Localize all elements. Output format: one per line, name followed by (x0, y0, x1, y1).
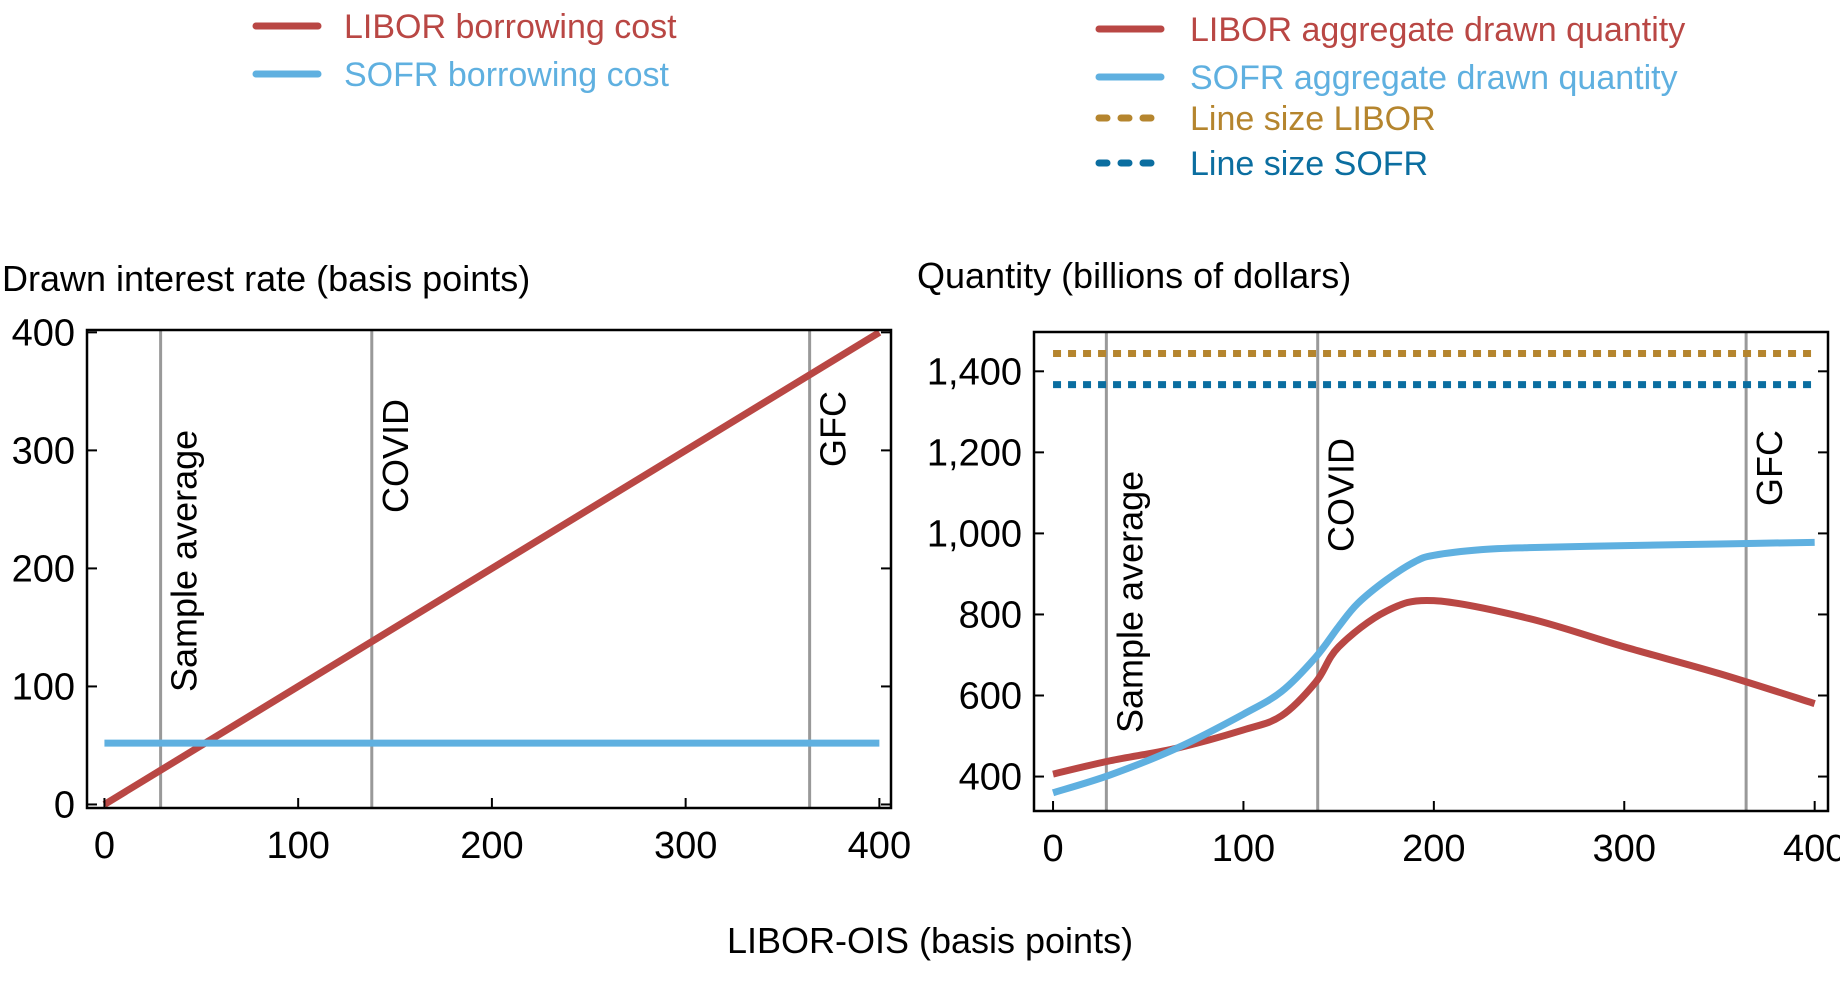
y-tick-label: 200 (12, 548, 75, 590)
x-tick-label: 0 (94, 825, 115, 867)
legend-label: LIBOR borrowing cost (344, 8, 677, 46)
event-label: Sample average (1109, 471, 1150, 733)
legend-label: Line size SOFR (1190, 145, 1428, 183)
left-chart-title: Drawn interest rate (basis points) (2, 258, 530, 299)
shared-x-axis-label: LIBOR-OIS (basis points) (727, 920, 1133, 961)
x-tick-label: 400 (848, 825, 911, 867)
y-tick-label: 800 (959, 594, 1022, 636)
x-tick-label: 0 (1042, 828, 1063, 870)
series-line (102, 329, 882, 808)
y-tick-label: 0 (54, 784, 75, 826)
y-tick-label: 400 (12, 312, 75, 354)
y-tick-label: 1,200 (927, 432, 1022, 474)
right-chart-title: Quantity (billions of dollars) (917, 255, 1351, 296)
right-chart: Sample average COVID GFC 0 100 200 300 400 400 60… (927, 330, 1840, 870)
legend-label: Line size LIBOR (1190, 100, 1436, 138)
event-label: COVID (1321, 438, 1362, 552)
x-tick-label: 100 (1212, 828, 1275, 870)
event-label: GFC (1749, 430, 1790, 506)
x-tick-label: 300 (1593, 828, 1656, 870)
left-chart: Sample average COVID GFC 0 100 200 300 400 0 100 2… (12, 312, 911, 867)
event-label: Sample average (164, 430, 205, 692)
y-tick-label: 300 (12, 430, 75, 472)
y-tick-label: 600 (959, 676, 1022, 718)
y-tick-label: 1,400 (927, 351, 1022, 393)
series-line (1051, 538, 1815, 797)
y-tick-label: 1,000 (927, 513, 1022, 555)
x-tick-label: 200 (1402, 828, 1465, 870)
series-line (1052, 596, 1816, 778)
x-tick-label: 100 (266, 825, 329, 867)
x-tick-label: 400 (1783, 828, 1840, 870)
event-label: GFC (813, 391, 854, 467)
x-tick-label: 200 (460, 825, 523, 867)
y-tick-label: 100 (12, 666, 75, 708)
legend-label: SOFR aggregate drawn quantity (1190, 59, 1678, 97)
legend-right: LIBOR aggregate drawn quantity SOFR aggre… (1095, 11, 1685, 183)
legend-label: SOFR borrowing cost (344, 56, 670, 94)
y-tick-label: 400 (959, 757, 1022, 799)
event-label: COVID (375, 399, 416, 513)
plot-frame (1032, 330, 1830, 813)
legend-label: LIBOR aggregate drawn quantity (1190, 11, 1685, 49)
x-tick-label: 300 (654, 825, 717, 867)
legend-left: LIBOR borrowing cost SOFR borrowing cost (252, 8, 677, 94)
